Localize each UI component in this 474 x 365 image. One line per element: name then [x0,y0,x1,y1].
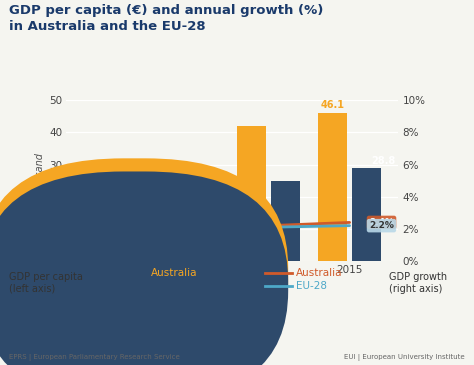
Text: EUI | European University Institute: EUI | European University Institute [344,354,465,361]
Bar [190,187,219,261]
Text: GDP growth
(right axis): GDP growth (right axis) [389,272,447,293]
Text: Australia: Australia [296,268,343,278]
Bar [271,181,300,261]
Text: GDP per capita (€) and annual growth (%)
in Australia and the EU-28: GDP per capita (€) and annual growth (%)… [9,4,324,33]
Text: 28.8: 28.8 [372,156,396,166]
Bar [156,168,185,261]
Text: 2.4%: 2.4% [369,218,394,227]
Bar [352,169,381,261]
Text: EU-28: EU-28 [151,281,182,291]
Text: 46.1: 46.1 [320,100,345,110]
Text: Australia: Australia [151,268,197,278]
Text: EU-28: EU-28 [296,281,327,291]
Y-axis label: € thousand: € thousand [35,153,45,208]
Text: EPRS | European Parliamentary Research Service: EPRS | European Parliamentary Research S… [9,354,180,361]
Text: GDP per capita
(left axis): GDP per capita (left axis) [9,272,83,293]
Text: 2.2%: 2.2% [369,221,394,230]
Bar [318,113,347,261]
Bar [75,190,104,261]
Bar [109,200,138,261]
Bar [237,126,266,261]
